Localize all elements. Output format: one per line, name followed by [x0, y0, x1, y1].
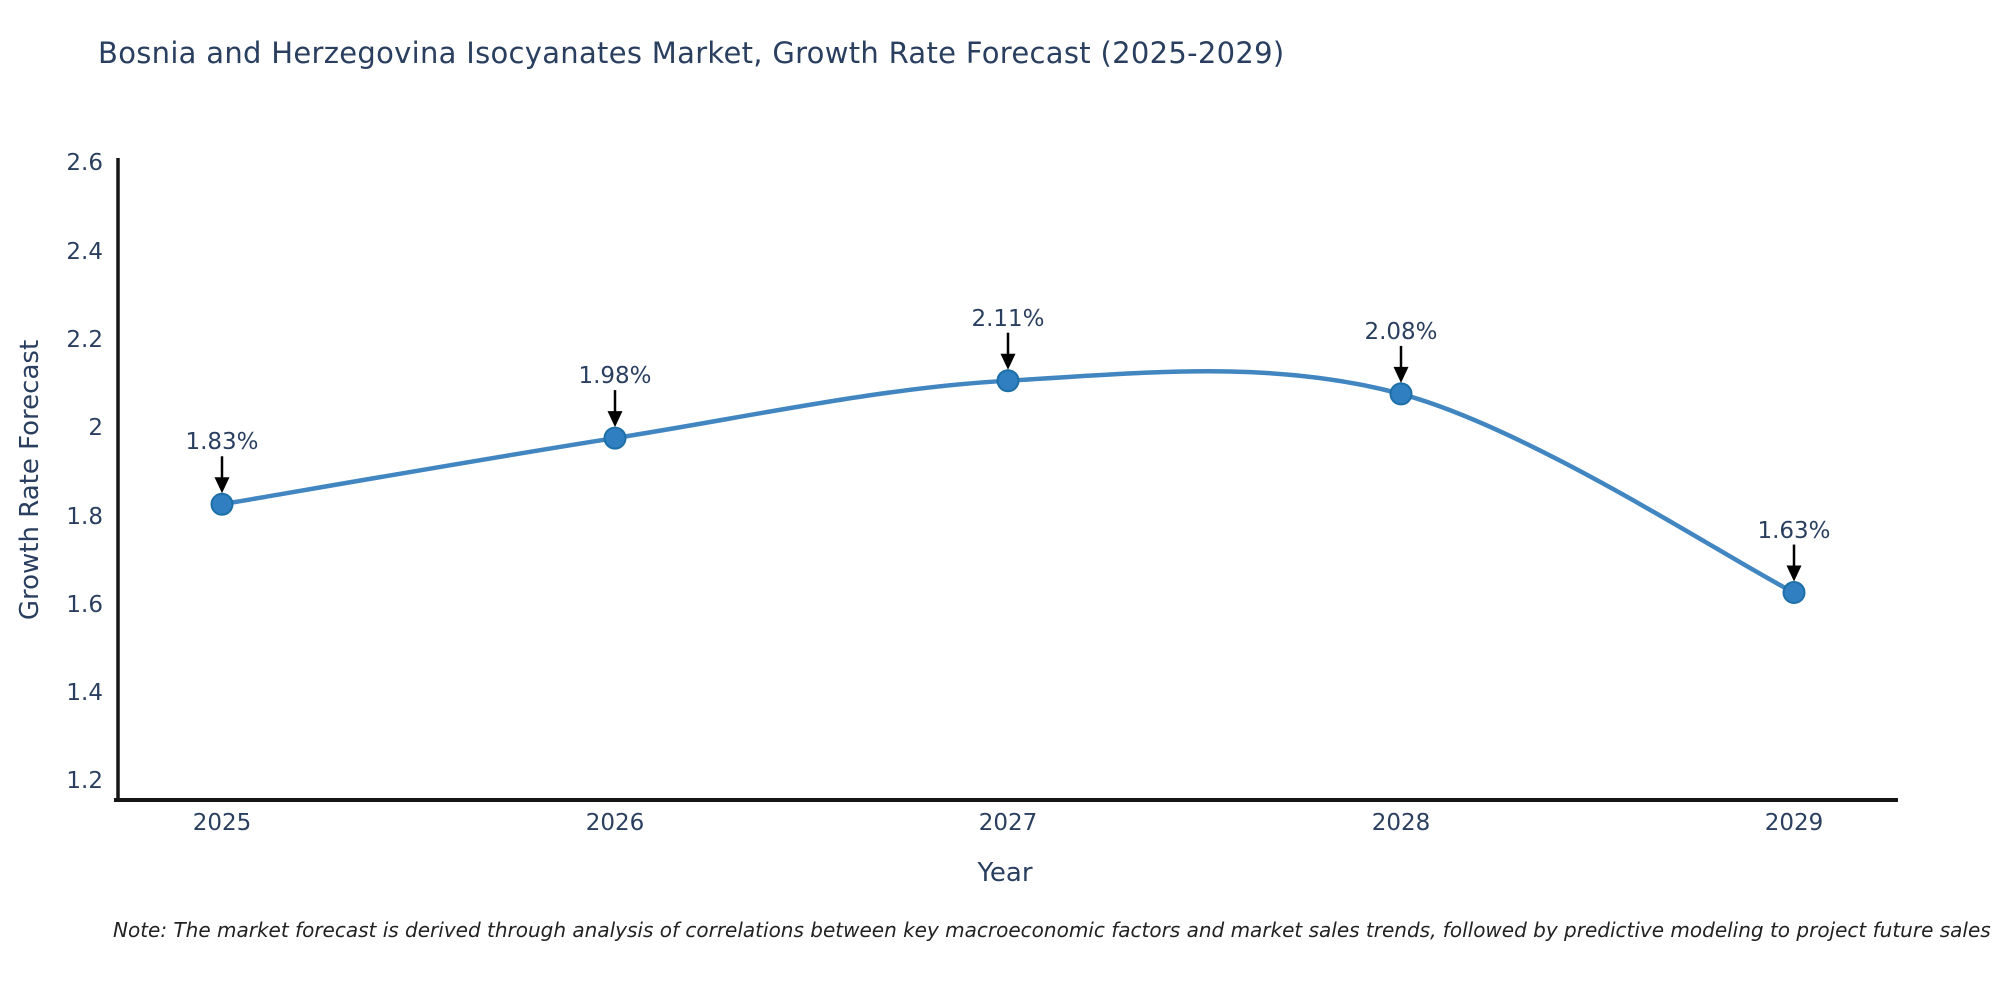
- chart-title: Bosnia and Herzegovina Isocyanates Marke…: [98, 36, 1285, 70]
- x-axis-tick-label: 2029: [1764, 810, 1824, 836]
- data-point-value-label: 2.11%: [971, 305, 1045, 332]
- x-axis-tick-label: 2028: [1371, 810, 1431, 836]
- y-axis-tick-label: 1.6: [66, 591, 103, 618]
- y-axis-tick-label: 1.2: [66, 768, 103, 795]
- data-point-marker: [210, 492, 234, 516]
- annotation-arrowhead: [214, 477, 230, 494]
- data-point-value-label: 1.98%: [578, 363, 652, 390]
- annotation-arrowhead: [607, 411, 623, 428]
- x-axis-tick-label: 2025: [192, 810, 252, 836]
- annotation-arrowhead: [1393, 366, 1409, 383]
- y-axis-tick-label: 2: [88, 415, 103, 442]
- y-axis-tick-label: 1.8: [66, 503, 103, 530]
- data-point-marker: [603, 426, 627, 450]
- annotation-arrowhead: [1000, 353, 1016, 370]
- y-axis-tick-label: 2.2: [66, 326, 103, 353]
- y-axis-tick-label: 1.4: [66, 680, 103, 707]
- x-axis-tick-label: 2026: [585, 810, 645, 836]
- forecast-line: [219, 369, 1797, 595]
- data-point-marker: [1782, 581, 1806, 605]
- data-point-value-label: 1.83%: [185, 429, 259, 456]
- y-axis-tick-label: 2.6: [66, 150, 103, 177]
- data-point-marker: [996, 369, 1020, 393]
- data-point-value-label: 1.63%: [1757, 517, 1831, 544]
- x-axis-title: Year: [977, 858, 1033, 888]
- y-axis-tick-label: 2.4: [66, 238, 103, 265]
- x-axis-tick-label: 2027: [978, 810, 1038, 836]
- annotation-arrowhead: [1786, 565, 1802, 582]
- chart-note: Note: The market forecast is derived thr…: [113, 918, 1991, 942]
- data-point-marker: [1389, 382, 1413, 406]
- data-point-value-label: 2.08%: [1364, 318, 1438, 345]
- y-axis-title: Growth Rate Forecast: [15, 339, 45, 621]
